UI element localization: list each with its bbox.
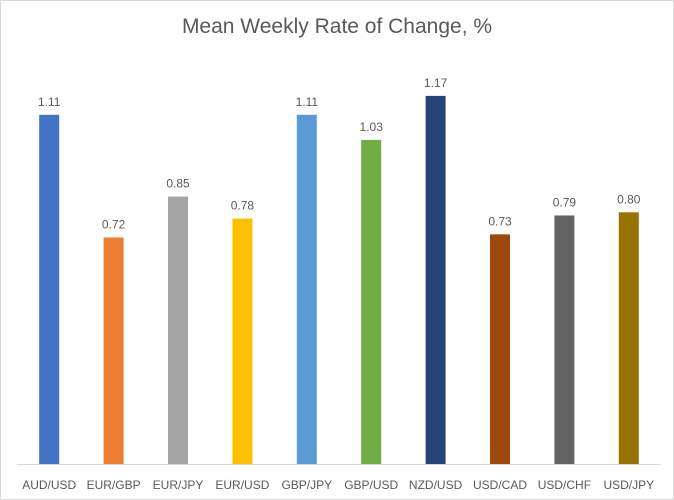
bar-usd-chf [554, 215, 575, 464]
data-label: 0.85 [166, 177, 190, 191]
bar-nzd-usd [425, 95, 446, 465]
category-label: NZD/USD [409, 478, 463, 492]
data-label: 0.80 [617, 192, 641, 206]
data-label: 0.73 [488, 214, 512, 228]
category-label: EUR/GBP [87, 478, 141, 492]
category-label: USD/CHF [538, 478, 591, 492]
bar-eur-jpy [168, 196, 188, 465]
bar-usd-jpy [618, 212, 639, 464]
data-label: 1.11 [38, 95, 61, 109]
category-label: AUD/USD [22, 478, 76, 492]
data-label: 0.79 [553, 195, 577, 209]
bar-gbp-jpy [296, 114, 317, 465]
bar-aud-usd [39, 114, 60, 465]
data-label: 1.17 [424, 76, 448, 90]
chart-title: Mean Weekly Rate of Change, % [181, 15, 493, 38]
category-label: EUR/JPY [153, 478, 204, 492]
bar-usd-cad [490, 234, 510, 464]
category-label: GBP/USD [344, 478, 398, 492]
bar-gbp-usd [361, 139, 382, 464]
bar-eur-usd [232, 218, 253, 464]
data-label: 0.78 [231, 199, 255, 213]
category-label: USD/CAD [473, 478, 527, 492]
data-label: 1.11 [296, 95, 319, 109]
data-labels-group: 1.11 0.72 0.85 0.78 1.11 1.03 1.17 0.73 0.79 0.80 [38, 76, 641, 232]
category-label: USD/JPY [603, 478, 654, 492]
data-label: 0.72 [102, 217, 126, 231]
category-label: GBP/JPY [281, 478, 332, 492]
bar-eur-gbp [103, 237, 124, 464]
category-labels-group: AUD/USD EUR/GBP EUR/JPY EUR/USD GBP/JPY GBP/U… [22, 478, 654, 492]
bars-group [39, 95, 639, 465]
data-label: 1.03 [360, 120, 384, 134]
category-label: EUR/USD [215, 478, 269, 492]
